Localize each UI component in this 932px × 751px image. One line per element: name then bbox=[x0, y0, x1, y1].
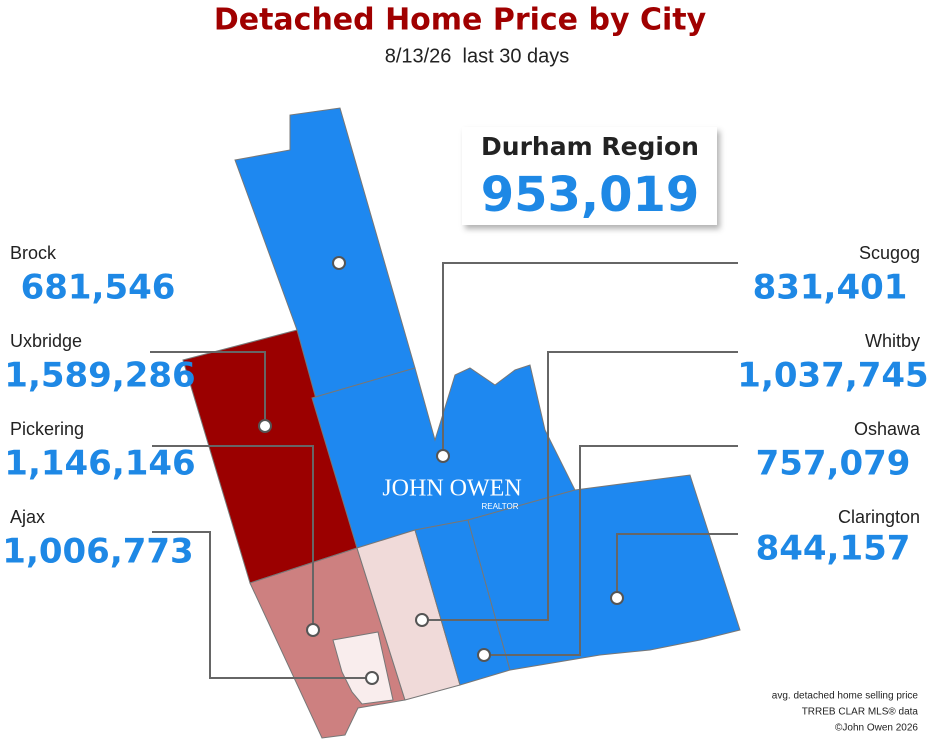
city-name: Pickering bbox=[10, 419, 84, 439]
city-value: 1,006,773 bbox=[2, 532, 193, 572]
city-marker bbox=[332, 256, 346, 270]
leader-line bbox=[484, 445, 738, 656]
summary-value: 953,019 bbox=[481, 167, 700, 223]
subtitle: 8/13/26 last 30 days bbox=[385, 45, 570, 67]
city-name: Clarington bbox=[838, 507, 920, 527]
city-area bbox=[467, 474, 741, 671]
footnote: ©John Owen 2026 bbox=[835, 723, 918, 734]
logo-tag: REALTOR bbox=[481, 502, 518, 511]
city-marker bbox=[610, 591, 624, 605]
leader-line bbox=[442, 262, 738, 456]
leader-line bbox=[422, 351, 738, 621]
footnote: avg. detached home selling price bbox=[772, 691, 919, 702]
footnote: TRREB CLAR MLS® data bbox=[802, 707, 919, 718]
leader-line bbox=[150, 351, 266, 426]
city-name: Oshawa bbox=[854, 419, 921, 439]
city-marker bbox=[436, 449, 450, 463]
leader-line bbox=[616, 533, 738, 598]
city-value: 757,079 bbox=[756, 444, 911, 484]
city-name: Whitby bbox=[865, 331, 920, 351]
city-name: Ajax bbox=[10, 507, 45, 527]
labels: Brock 681,546 Uxbridge 1,589,286 Pickering 1,… bbox=[2, 243, 929, 685]
city-area bbox=[332, 631, 394, 705]
logo-name: JOHN OWEN bbox=[382, 476, 521, 502]
city-name: Uxbridge bbox=[10, 331, 82, 351]
leader-line bbox=[152, 531, 372, 679]
summary-name: Durham Region bbox=[481, 132, 699, 161]
city-marker bbox=[365, 671, 379, 685]
city-name: Scugog bbox=[859, 243, 920, 263]
city-value: 1,037,745 bbox=[737, 356, 928, 396]
city-marker bbox=[415, 613, 429, 627]
city-marker bbox=[477, 648, 491, 662]
city-marker bbox=[306, 623, 320, 637]
summary-box bbox=[462, 127, 717, 225]
title: Detached Home Price by City bbox=[214, 3, 707, 38]
leader-line bbox=[152, 445, 314, 630]
city-value: 1,589,286 bbox=[4, 356, 195, 396]
city-marker bbox=[258, 419, 272, 433]
city-value: 844,157 bbox=[756, 529, 911, 569]
map bbox=[182, 107, 741, 739]
city-value: 1,146,146 bbox=[4, 444, 195, 484]
city-name: Brock bbox=[10, 243, 57, 263]
city-value: 831,401 bbox=[753, 268, 908, 308]
city-value: 681,546 bbox=[21, 268, 176, 308]
